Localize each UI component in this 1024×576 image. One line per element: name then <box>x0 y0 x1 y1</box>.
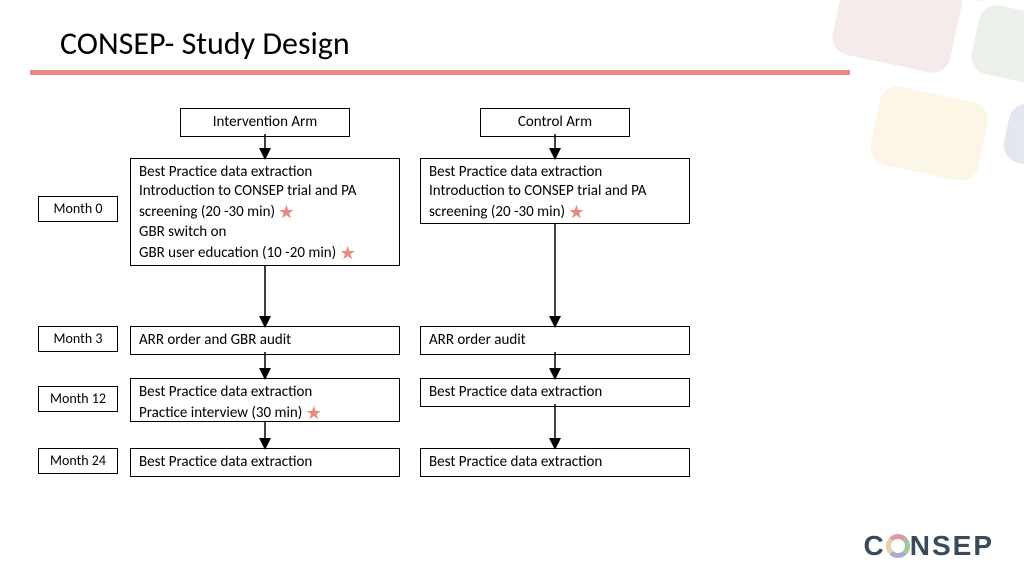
star-icon: ★ <box>278 201 294 224</box>
int-m0-line4: GBR switch on <box>139 223 226 241</box>
header-intervention: Intervention Arm <box>180 108 350 137</box>
ctl-m0-line3: screening (20 -30 min) <box>429 203 568 221</box>
ctl-m0-line2: Introduction to CONSEP trial and PA <box>429 182 646 200</box>
intervention-month24: Best Practice data extraction <box>130 448 400 477</box>
decorative-background <box>757 0 1024 274</box>
logo-o-icon <box>886 534 910 558</box>
control-month12: Best Practice data extraction <box>420 378 690 407</box>
intervention-month0: Best Practice data extraction Introducti… <box>130 158 400 266</box>
control-month0: Best Practice data extraction Introducti… <box>420 158 690 224</box>
ctl-m0-line1: Best Practice data extraction <box>429 163 602 181</box>
int-m12-line2: Practice interview (30 min) <box>139 404 306 422</box>
int-m0-line5: GBR user education (10 -20 min) <box>139 244 340 262</box>
intervention-month12: Best Practice data extraction Practice i… <box>130 378 400 422</box>
int-m0-line1: Best Practice data extraction <box>139 163 312 181</box>
consep-logo: CNSEP <box>864 530 994 562</box>
flow-arrows <box>0 0 1024 576</box>
title-underline <box>30 70 850 75</box>
month-label-3: Month 3 <box>38 326 118 352</box>
control-month24: Best Practice data extraction <box>420 448 690 477</box>
month-label-12: Month 12 <box>38 386 118 412</box>
page-title: CONSEP- Study Design <box>60 24 350 63</box>
header-control: Control Arm <box>480 108 630 137</box>
control-month3: ARR order audit <box>420 326 690 355</box>
int-m0-line3: screening (20 -30 min) <box>139 203 278 221</box>
int-m0-line2: Introduction to CONSEP trial and PA <box>139 182 356 200</box>
month-label-0: Month 0 <box>38 196 118 222</box>
star-icon: ★ <box>568 201 584 224</box>
month-label-24: Month 24 <box>38 448 118 474</box>
star-icon: ★ <box>306 402 322 425</box>
int-m12-line1: Best Practice data extraction <box>139 383 312 401</box>
intervention-month3: ARR order and GBR audit <box>130 326 400 355</box>
star-icon: ★ <box>340 242 356 265</box>
